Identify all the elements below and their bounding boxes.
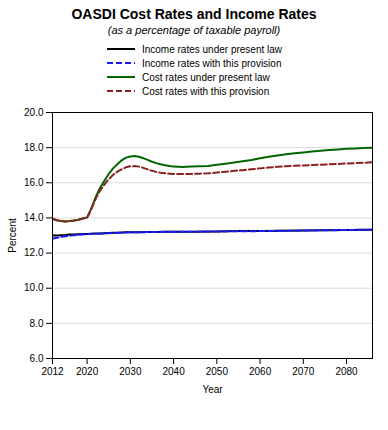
html-text:Income rates under present law: Income rates under present law [142, 43, 282, 55]
svg-text:16.0: 16.0 [24, 177, 44, 188]
html-text:Income rates with this provisi: Income rates with this provision [142, 57, 282, 69]
svg-text:2030: 2030 [119, 366, 142, 377]
svg-text:14.0: 14.0 [24, 212, 44, 223]
svg-text:2020: 2020 [76, 366, 99, 377]
svg-text:Percent: Percent [7, 218, 18, 253]
svg-text:12.0: 12.0 [24, 247, 44, 258]
svg-text:2040: 2040 [162, 366, 185, 377]
svg-text:2012: 2012 [41, 366, 64, 377]
svg-text:2060: 2060 [249, 366, 272, 377]
svg-text:2070: 2070 [292, 366, 315, 377]
html-text:(as a percentage of taxable pa: (as a percentage of taxable payroll) [107, 24, 281, 36]
html-text:OASDI Cost Rates and Income Ra: OASDI Cost Rates and Income Rates [71, 6, 317, 22]
svg-text:2080: 2080 [335, 366, 358, 377]
svg-text:6.0: 6.0 [30, 353, 44, 364]
html-text:Cost rates under present law: Cost rates under present law [142, 71, 270, 83]
svg-text:20.0: 20.0 [24, 107, 44, 118]
svg-text:2050: 2050 [206, 366, 229, 377]
html-text:Cost rates with this provision: Cost rates with this provision [142, 85, 270, 97]
svg-text:8.0: 8.0 [30, 318, 44, 329]
svg-text:10.0: 10.0 [24, 282, 44, 293]
svg-text:18.0: 18.0 [24, 142, 44, 153]
svg-text:Year: Year [202, 384, 223, 395]
